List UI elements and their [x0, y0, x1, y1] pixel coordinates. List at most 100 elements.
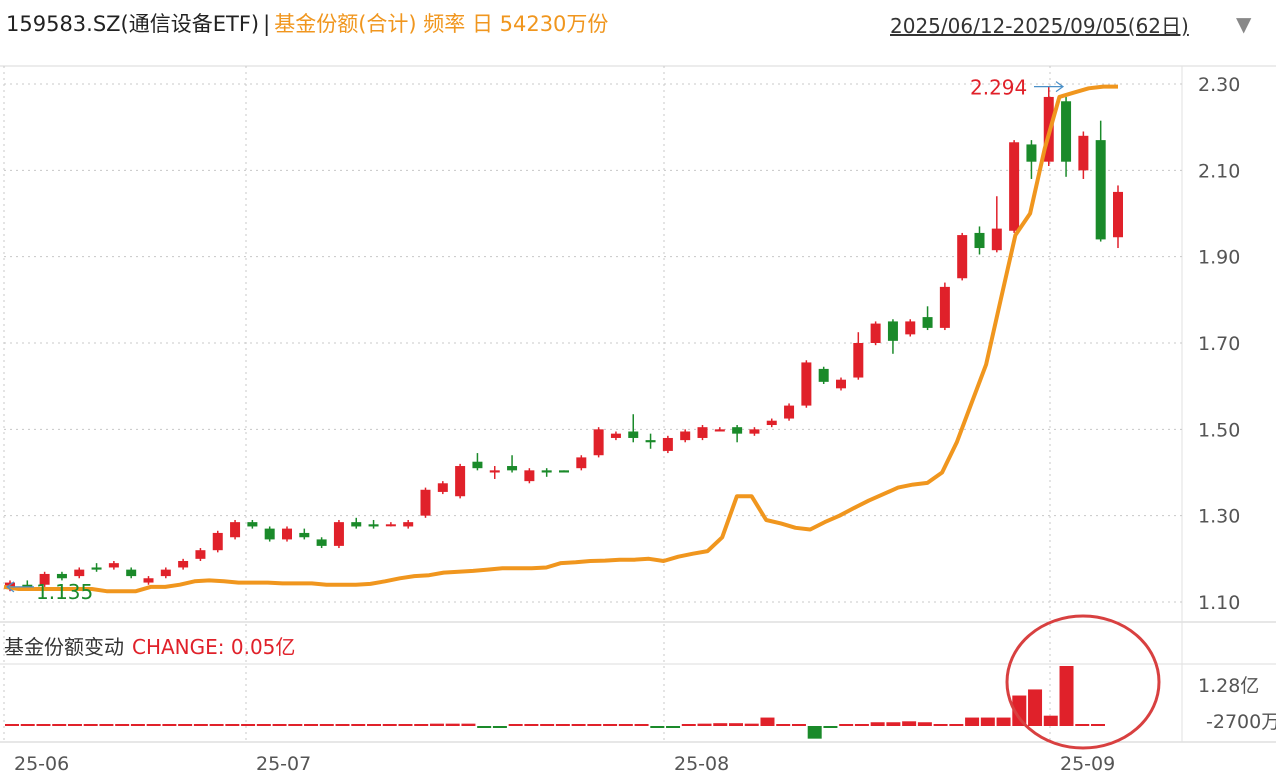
y-tick-label: 1.70 [1198, 333, 1240, 355]
candle-body [39, 573, 50, 585]
change-bar [492, 726, 507, 728]
change-bar [130, 724, 145, 726]
candle-body [922, 317, 933, 328]
y-tick-label: 2.10 [1198, 160, 1240, 182]
candle-body [212, 532, 223, 551]
change-bar [729, 723, 743, 726]
change-bar [996, 717, 1011, 726]
change-bar [445, 723, 460, 726]
change-bar [713, 723, 728, 726]
change-value: CHANGE: 0.05亿 [132, 635, 296, 659]
change-bar [146, 724, 161, 726]
max-price-label: 2.294 [970, 76, 1027, 100]
change-bar [571, 724, 586, 726]
change-bar [980, 717, 995, 726]
candle-body [853, 343, 864, 378]
change-bar [744, 723, 759, 726]
candle-body [593, 429, 604, 456]
change-bar [1043, 715, 1058, 726]
candle-body [126, 569, 137, 577]
candle-body [991, 228, 1002, 251]
change-bar [508, 724, 523, 726]
candle-body [108, 563, 119, 568]
candle-body [437, 483, 448, 492]
header-separator: | [263, 12, 271, 36]
candle-body [559, 470, 569, 473]
change-bar [429, 723, 444, 726]
x-tick-label: 25-09 [1060, 753, 1115, 775]
candle-body [1078, 135, 1089, 171]
change-bar [555, 724, 570, 726]
candle-body [732, 427, 743, 434]
candle-body [316, 539, 327, 546]
candle-body [230, 522, 241, 538]
candle-body [472, 461, 483, 469]
candle-body [524, 470, 535, 482]
change-bar [776, 724, 791, 726]
change-bar [83, 724, 98, 726]
change-bar [697, 723, 712, 726]
change-bar [67, 724, 82, 726]
change-bar [902, 721, 917, 726]
candle-body [1061, 101, 1072, 162]
change-indicator-label: 基金份额变动 [4, 635, 124, 659]
change-bar [807, 726, 822, 739]
change-bar [319, 724, 334, 726]
candle-body [282, 528, 292, 540]
candle-body [74, 569, 85, 577]
candle-body [974, 232, 985, 249]
candle-body [939, 286, 950, 328]
sub-y-tick-label: 1.28亿 [1198, 675, 1259, 697]
candle-body [507, 466, 518, 471]
change-bar [823, 726, 838, 728]
change-bar [634, 724, 649, 726]
change-bar [241, 724, 256, 726]
candle-body [957, 235, 968, 279]
change-bar [414, 724, 429, 726]
highlight-circle [1005, 614, 1161, 750]
fund-share-label: 基金份额(合计) 频率 日 54230万份 [274, 12, 609, 36]
candle-body [628, 431, 639, 438]
change-bar [540, 724, 555, 726]
candle-body [749, 429, 760, 434]
candle-body [610, 433, 621, 438]
change-bar [1075, 724, 1090, 726]
candle-body [420, 489, 431, 516]
candle-body [160, 569, 171, 577]
candle-body [351, 522, 362, 527]
change-bar [99, 724, 114, 726]
change-bar [949, 724, 964, 726]
candle-body [22, 584, 33, 587]
x-tick-label: 25-08 [674, 753, 729, 775]
triangle-down-icon[interactable]: ▼ [1236, 12, 1252, 36]
candle-body [1026, 144, 1037, 162]
etf-code: 159583.SZ(通信设备ETF) [6, 12, 260, 36]
candle-body [403, 522, 414, 527]
candle-body [1095, 140, 1106, 240]
candle-body [645, 440, 656, 443]
date-range-link[interactable]: 2025/06/12-2025/09/05(62日) [890, 14, 1189, 38]
change-bar [587, 724, 602, 726]
fund-share-line [3, 84, 1118, 594]
change-bar [1059, 666, 1074, 726]
change-bar [1091, 724, 1105, 726]
change-bar [603, 724, 618, 726]
change-bar [681, 724, 696, 726]
change-bar [162, 724, 177, 726]
candle-body [887, 321, 898, 341]
candle-body [662, 437, 673, 451]
candle-body [178, 560, 189, 568]
change-bar [461, 723, 476, 726]
x-tick-label: 25-07 [256, 753, 311, 775]
candle-body [56, 573, 67, 579]
y-tick-label: 1.50 [1198, 419, 1240, 441]
change-bar [1012, 695, 1027, 726]
change-bar [36, 724, 51, 726]
candle-body [870, 323, 881, 343]
candle-body [91, 567, 102, 570]
candle-body [455, 466, 466, 497]
change-bar [917, 722, 932, 726]
change-bar [351, 724, 366, 726]
change-bar [335, 724, 350, 726]
